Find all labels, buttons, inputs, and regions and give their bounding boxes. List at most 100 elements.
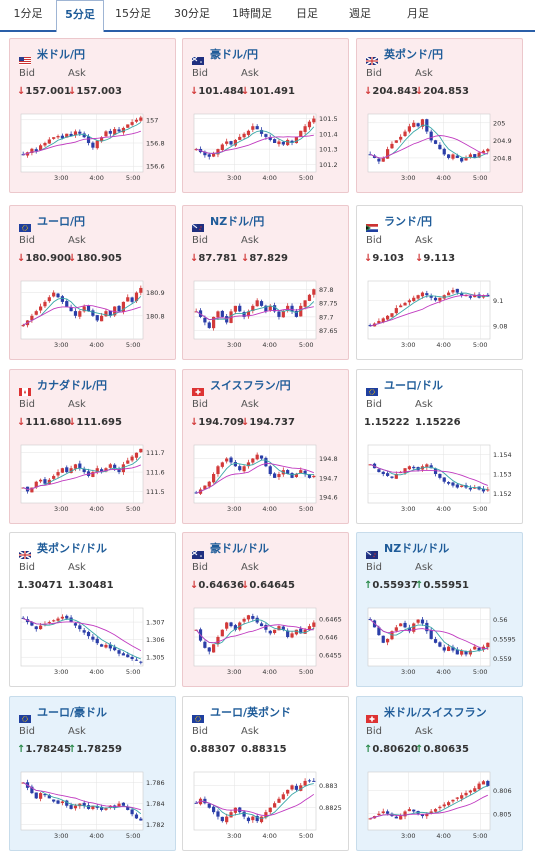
flag-icon [192,381,204,396]
pair-name[interactable]: スイスフラン/円 [210,379,291,392]
pair-name[interactable]: 豪ドル/ドル [210,542,270,555]
price-chart[interactable]: 180.9 180.8 3:00 4:00 5:00 [19,276,171,354]
candle [390,143,394,149]
rate-card[interactable]: 英ポンド/円 Bid Ask ↓204.843 ↓204.853 205 204.9 204.… [356,38,523,193]
tab-weekly[interactable]: 週足 [349,7,371,20]
pair-name[interactable]: ユーロ/ドル [384,379,444,392]
price-chart[interactable]: 111.7 111.6 111.5 3:00 4:00 5:00 [19,440,171,518]
price-chart[interactable]: 0.806 0.805 3:00 4:00 5:00 [366,767,518,845]
pair-header[interactable]: 豪ドル/円 [191,47,259,65]
price-chart[interactable]: 194.8 194.7 194.6 3:00 4:00 5:00 [192,440,344,518]
rate-card[interactable]: 豪ドル/円 Bid Ask ↓101.484 ↓101.491 101.5 101.4 101… [182,38,349,193]
rate-card[interactable]: 米ドル/スイスフラン Bid Ask ↑0.80620 ↑0.80635 0.806 0.8… [356,696,523,851]
ask-value: 0.88315 [241,744,287,755]
tab-30min[interactable]: 30分足 [174,7,210,20]
pair-header[interactable]: ユーロ/英ポンド [192,705,292,723]
pair-name[interactable]: NZドル/ドル [384,542,450,555]
candle [100,644,104,647]
tab-1min[interactable]: 1分足 [13,7,43,20]
pair-name[interactable]: カナダドル/円 [37,379,108,392]
candle [65,800,69,806]
pair-header[interactable]: カナダドル/円 [19,378,108,396]
pair-name[interactable]: ユーロ/英ポンド [210,706,292,719]
candle [294,474,298,477]
price-chart[interactable]: 101.5 101.4 101.3 101.2 3:00 4:00 5:00 [192,109,344,187]
ask-value: ↑0.80635 [415,744,469,755]
pair-name[interactable]: ユーロ/円 [37,215,86,228]
tab-daily[interactable]: 日足 [296,7,318,20]
price-chart[interactable]: 0.883 0.8825 3:00 4:00 5:00 [192,767,344,845]
rate-card[interactable]: NZドル/ドル Bid Ask ↑0.55937 ↑0.55951 0.56 0.5595 0… [356,532,523,687]
pair-header[interactable]: 英ポンド/円 [365,47,444,66]
tab-monthly[interactable]: 月足 [407,7,429,20]
ma-long-line [22,464,141,490]
rate-card[interactable]: 米ドル/円 Bid Ask ↓157.001 ↓157.003 157 156.8 156.6… [9,38,176,193]
rate-card[interactable]: ユーロ/英ポンド Bid Ask 0.88307 0.88315 0.883 0.8825 3… [182,696,349,851]
rate-card[interactable]: 豪ドル/ドル Bid Ask ↓0.64636 ↓0.64645 0.6465 0.646 0… [182,532,349,687]
pair-header[interactable]: ユーロ/ドル [366,378,444,396]
pair-header[interactable]: 英ポンド/ドル [18,541,108,560]
pair-header[interactable]: スイスフラン/円 [192,378,291,396]
y-tick-label: 0.806 [493,787,512,795]
price-chart[interactable]: 1.786 1.784 1.782 3:00 4:00 5:00 [19,767,171,845]
candle [464,792,468,796]
pair-header[interactable]: 米ドル/スイスフラン [366,705,487,723]
candle [377,158,381,162]
rate-card[interactable]: ユーロ/円 Bid Ask ↓180.900 ↓180.905 180.9 180.8 3:0… [9,205,176,360]
pair-header[interactable]: ユーロ/円 [19,214,86,232]
y-tick-label: 87.8 [319,286,333,294]
pair-name[interactable]: NZドル/円 [210,215,265,228]
candle [399,816,403,820]
pair-name[interactable]: 豪ドル/円 [210,48,259,61]
pair-name[interactable]: ユーロ/豪ドル [37,706,108,719]
candle [100,315,104,322]
price-chart[interactable]: 0.56 0.5595 0.559 3:00 4:00 5:00 [366,603,518,681]
price-chart[interactable]: 9.1 9.08 3:00 4:00 5:00 [366,276,518,354]
candle [438,806,442,809]
candle [412,623,416,632]
candle [78,311,82,317]
pair-name[interactable]: 米ドル/スイスフラン [384,706,487,719]
rate-card[interactable]: 英ポンド/ドル Bid Ask 1.30471 1.30481 1.307 1.306 1.3… [9,532,176,687]
candle [290,305,294,312]
price-chart[interactable]: 157 156.8 156.6 3:00 4:00 5:00 [19,109,171,187]
rate-card[interactable]: スイスフラン/円 Bid Ask ↓194.709 ↓194.737 194.8 194.7… [182,369,349,524]
rate-card[interactable]: ユーロ/ドル Bid Ask 1.15222 1.15226 1.154 1.153 1.15… [356,369,523,524]
rate-card[interactable]: カナダドル/円 Bid Ask ↓111.680 ↓111.695 111.7 111.6 1… [9,369,176,524]
ask-label: Ask [415,235,433,246]
price-chart[interactable]: 1.154 1.153 1.152 3:00 4:00 5:00 [366,440,518,518]
candle [207,481,211,487]
pair-name[interactable]: 英ポンド/円 [384,48,444,61]
candle [451,646,455,651]
y-tick-label: 157 [146,116,158,124]
pair-name[interactable]: ランド/円 [384,215,433,228]
price-chart[interactable]: 1.307 1.306 1.305 3:00 4:00 5:00 [19,603,171,681]
pair-header[interactable]: 豪ドル/ドル [191,541,270,559]
rate-card[interactable]: NZドル/円 Bid Ask ↓87.781 ↓87.829 87.8 87.75 87.7 8… [182,205,349,360]
ma-long-line [195,793,315,817]
candle [286,305,290,311]
pair-header[interactable]: ユーロ/豪ドル [19,705,108,723]
candle [394,140,398,143]
tab-1hour[interactable]: 1時間足 [232,7,272,20]
pair-header[interactable]: NZドル/ドル [365,541,450,559]
pair-header[interactable]: NZドル/円 [191,214,265,232]
pair-name[interactable]: 米ドル/円 [37,48,86,61]
down-arrow-icon: ↓ [364,253,373,264]
rate-card[interactable]: ランド/円 Bid Ask ↓9.103 ↓9.113 9.1 9.08 3:00 4:00 5:… [356,205,523,360]
x-tick-label: 3:00 [54,341,69,349]
rate-card[interactable]: ユーロ/豪ドル Bid Ask ↑1.78245 ↑1.78259 1.786 1.784 1… [9,696,176,851]
tab-15min[interactable]: 15分足 [115,7,151,20]
ask-value: ↑1.78259 [68,744,122,755]
price-chart[interactable]: 87.8 87.75 87.7 87.65 3:00 4:00 5:00 [192,276,344,354]
pair-name[interactable]: 英ポンド/ドル [37,542,108,555]
down-arrow-icon: ↓ [190,86,199,97]
bid-value: ↑0.55937 [364,580,418,591]
pair-header[interactable]: 米ドル/円 [19,47,86,65]
pair-header[interactable]: ランド/円 [366,214,433,232]
candle [368,325,372,327]
price-chart[interactable]: 0.6465 0.646 0.6455 3:00 4:00 5:00 [192,603,344,681]
tab-5min[interactable]: 5分足 [56,0,104,32]
candle [303,629,307,634]
price-chart[interactable]: 205 204.9 204.8 3:00 4:00 5:00 [366,109,518,187]
